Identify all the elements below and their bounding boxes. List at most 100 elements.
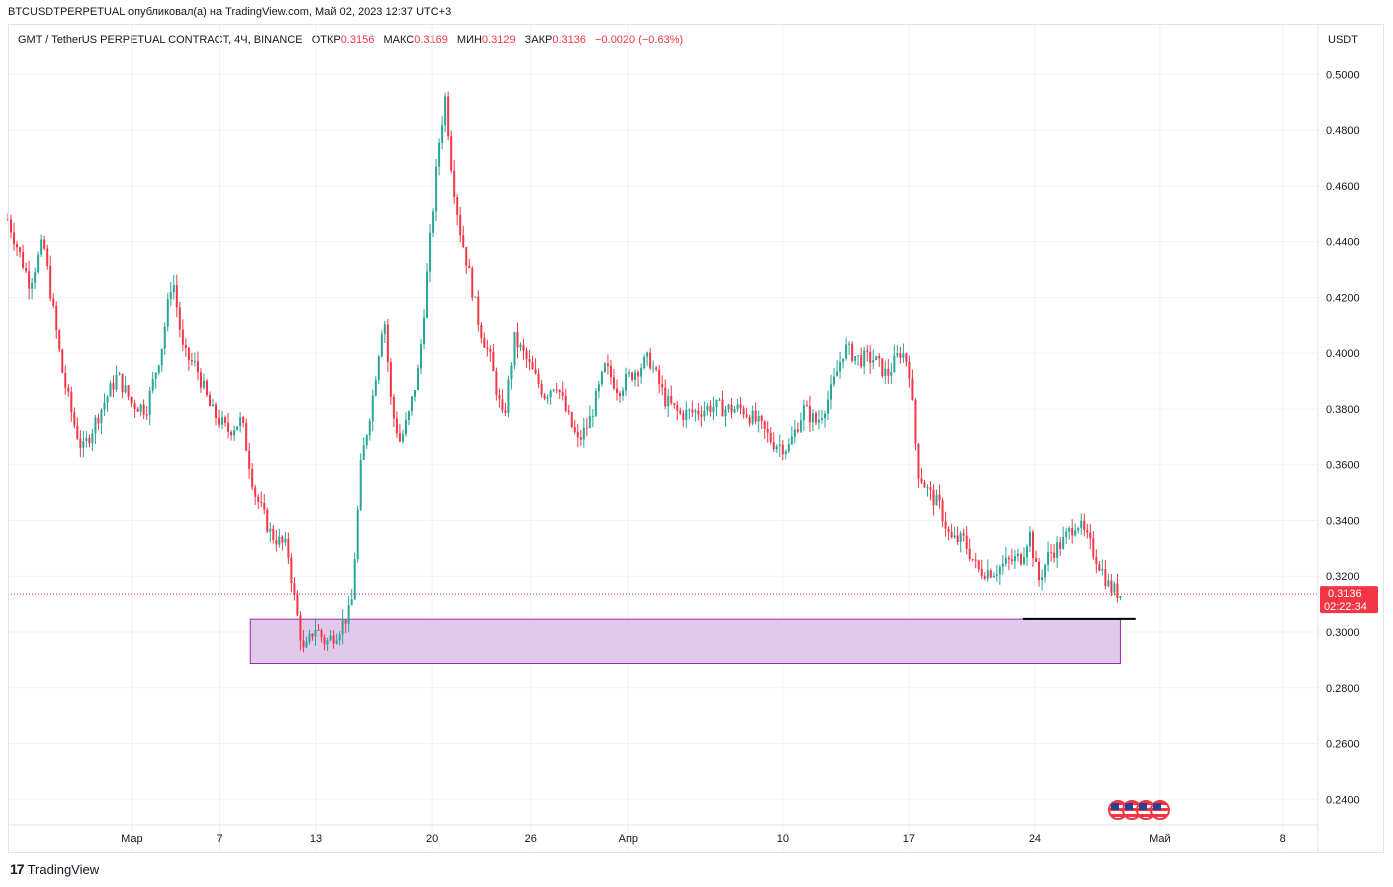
candle-body (989, 570, 992, 578)
candle-body (166, 298, 169, 327)
candle-body (594, 391, 597, 417)
candle-body (224, 417, 227, 423)
candle-body (450, 136, 453, 171)
x-tick-label: 7 (216, 833, 222, 845)
candle-body (453, 170, 456, 198)
candle-body (625, 373, 628, 391)
candle-body (1101, 569, 1104, 571)
candles (7, 91, 1122, 653)
candle-body (356, 509, 359, 560)
y-tick-label: 0.4000 (1326, 348, 1360, 360)
candle-body (763, 421, 766, 429)
candle-body (212, 404, 215, 407)
candle-body (344, 620, 347, 624)
candle-body (386, 324, 389, 363)
candle-body (908, 362, 911, 379)
candle-body (438, 142, 441, 167)
candle-body (640, 368, 643, 377)
candle-body (736, 404, 739, 410)
candle-body (401, 434, 404, 442)
candle-body (742, 408, 745, 415)
candle-body (462, 235, 465, 247)
candle-body (751, 410, 754, 424)
candle-body (676, 404, 679, 411)
x-tick-label: Мар (121, 833, 143, 845)
y-tick-label: 0.3600 (1326, 460, 1360, 472)
candle-body (522, 344, 525, 351)
candle-body (929, 487, 932, 490)
candle-body (1065, 531, 1068, 537)
candle-body (383, 324, 386, 334)
y-tick-label: 0.3400 (1326, 515, 1360, 527)
candle-body (112, 383, 115, 390)
candle-body (995, 574, 998, 576)
candle-body (299, 615, 302, 641)
candle-body (860, 355, 863, 367)
candle-body (456, 197, 459, 215)
candle-body (70, 391, 73, 413)
candle-body (1056, 542, 1059, 558)
candle-body (236, 426, 239, 431)
candle-body (649, 352, 652, 369)
candle-body (133, 403, 136, 409)
candle-body (634, 372, 637, 380)
candle-body (727, 404, 730, 410)
candle-body (130, 397, 133, 404)
candle-body (157, 365, 160, 373)
candle-body (1068, 527, 1071, 532)
candle-body (227, 422, 230, 432)
candle-body (353, 559, 356, 600)
candle-body (1035, 558, 1038, 562)
candle-body (573, 427, 576, 433)
economic-events[interactable] (1108, 800, 1170, 820)
candle-body (127, 385, 130, 398)
candle-body (293, 583, 296, 595)
candle-body (1116, 583, 1119, 599)
candle-body (682, 413, 685, 420)
candle-body (902, 353, 905, 358)
candle-body (172, 285, 175, 293)
candle-body (380, 333, 383, 357)
candle-body (1032, 531, 1035, 559)
candle-body (215, 404, 218, 418)
candle-body (534, 369, 537, 374)
candle-body (691, 409, 694, 413)
candle-body (85, 437, 88, 442)
x-tick-label: 8 (1280, 833, 1286, 845)
candle-body (480, 324, 483, 338)
candle-body (851, 343, 854, 361)
candle-body (866, 350, 869, 352)
candle-body (1019, 553, 1022, 565)
candle-body (956, 535, 959, 542)
candle-body (881, 358, 884, 377)
candle-body (1095, 556, 1098, 565)
candle-body (338, 634, 341, 641)
candle-body (501, 399, 504, 411)
candle-body (1086, 529, 1089, 533)
candle-body (142, 404, 145, 415)
candle-body (775, 446, 778, 450)
tradingview-footer[interactable]: 17 TradingView (10, 861, 99, 877)
candle-body (914, 399, 917, 444)
candle-body (413, 390, 416, 397)
candle-body (368, 420, 371, 436)
y-tick-label: 0.4400 (1326, 237, 1360, 249)
y-tick-label: 0.3800 (1326, 404, 1360, 416)
candle-body (622, 390, 625, 396)
candle-body (326, 640, 329, 645)
candle-body (230, 431, 233, 436)
candle-body (609, 365, 612, 378)
candle-body (486, 347, 489, 349)
candle-body (848, 343, 851, 345)
candle-body (998, 566, 1001, 575)
candle-body (582, 427, 585, 440)
candle-body (1013, 556, 1016, 562)
candle-body (748, 416, 751, 424)
chart-grid (8, 24, 1318, 853)
us-flag-event-icon[interactable] (1150, 800, 1170, 820)
candle-body (661, 384, 664, 388)
candle-body (109, 383, 112, 397)
candle-body (269, 528, 272, 532)
